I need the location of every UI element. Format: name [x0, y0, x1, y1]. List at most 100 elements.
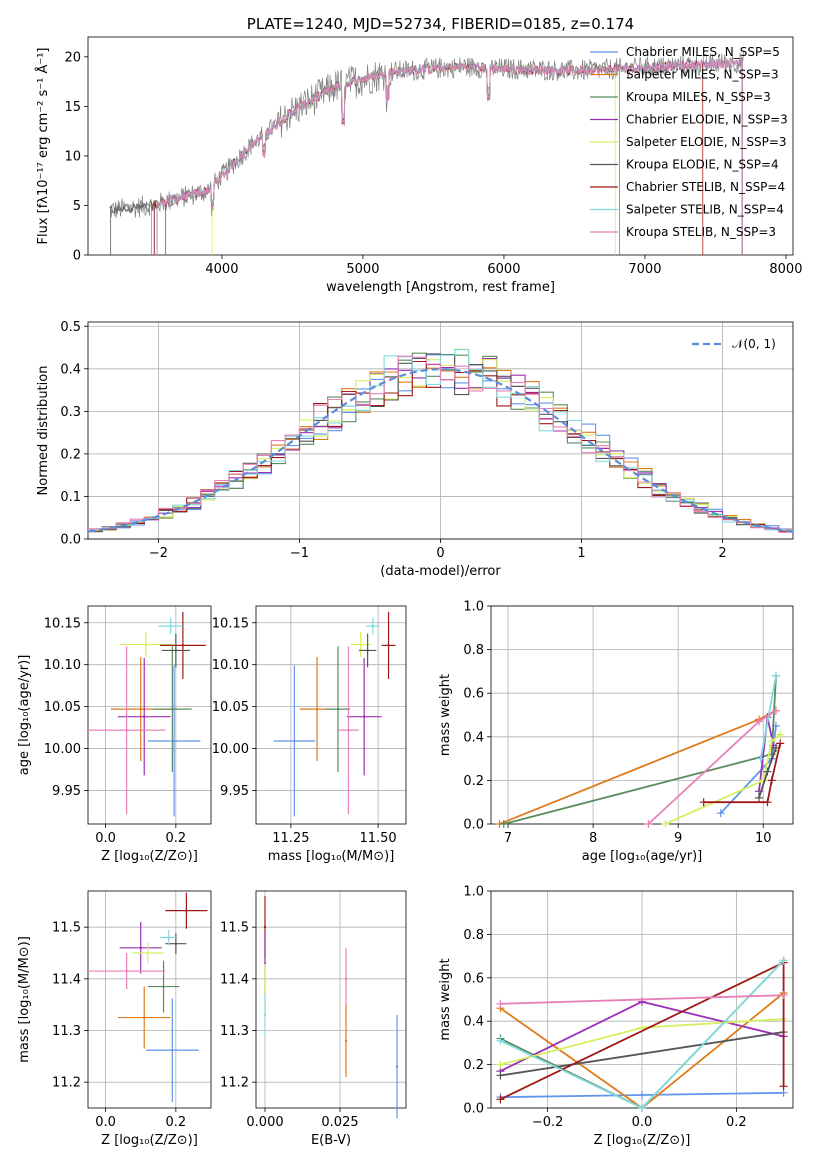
weight-marker [496, 1036, 505, 1045]
data-point [185, 909, 188, 912]
data-point [263, 987, 267, 991]
weight-marker [754, 793, 763, 802]
age_vs_mass-frame [255, 605, 407, 825]
weight-marker [496, 1060, 505, 1069]
residual-histograms [88, 348, 793, 533]
weight_vs_age-ylabel: mass weight [438, 674, 453, 756]
mass_vs_Z-ylabel: mass [log₁₀(M/M⊙)] [17, 936, 32, 1063]
weight-vs-metallicity-panel: −0.2 0.0 0.2 0.0 0.2 0.4 0.6 0.8 1.0 Z [log₁₀(Z/Z… [438, 885, 794, 1148]
spectrum-xtick-label: 5000 [346, 262, 379, 277]
weight-series-line [500, 994, 784, 1005]
age_vs_Z-ytick-label: 9.95 [52, 784, 81, 799]
spectrum-ytick-label: 20 [64, 50, 81, 65]
data-point [143, 715, 146, 718]
weight-marker [779, 991, 788, 1000]
spectrum-lines [109, 51, 745, 255]
spectrum-frame [87, 36, 794, 256]
data-point [171, 707, 174, 711]
spectrum-observed-line [109, 51, 745, 219]
data-point [125, 728, 128, 732]
weight-marker [499, 820, 508, 828]
spectrum-xtick-label: 7000 [628, 262, 661, 277]
legend-entry: Chabrier ELODIE, N_SSP=3 [626, 113, 788, 127]
weight_vs_age-xtick-label: 7 [504, 831, 512, 846]
age_vs_Z-ticks: 0.0 0.2 9.95 10.00 10.05 10.10 10.15 [44, 616, 186, 846]
weight_vs_Z-xlabel: Z [log₁₀(Z/Z⊙)] [594, 1133, 691, 1148]
age_vs_mass-xtick-label: 11.25 [272, 831, 309, 846]
mass_vs_Z-ytick-label: 11.3 [52, 1024, 81, 1039]
weight-vs-age-panel: 7 8 9 10 0.0 0.2 0.4 0.6 0.8 1.0 age [log₁₀(age/yr… [438, 600, 794, 864]
weight_vs_Z-ytick-label: 0.2 [463, 1058, 484, 1073]
data-point [344, 1039, 348, 1043]
age_vs_mass-points [273, 611, 396, 817]
legend-entry: Kroupa MILES, N_SSP=3 [626, 90, 771, 104]
residuals-xtick-label: 0 [436, 546, 444, 561]
weight-marker [767, 737, 776, 746]
weight_vs_Z-xtick-label: −0.2 [532, 1115, 564, 1130]
age-vs-metallicity-panel: 0.0 0.2 9.95 10.00 10.05 10.10 10.15 Z [log₁₀(Z… [17, 605, 212, 864]
weight-marker [699, 798, 708, 807]
legend-entry: Chabrier MILES, N_SSP=5 [626, 45, 780, 59]
weight-marker [776, 739, 785, 748]
spectrum-ylabel: Flux [fλ10⁻¹⁷ erg cm⁻² s⁻¹ Å⁻¹] [35, 48, 51, 245]
age_vs_Z-ylabel: age [log₁₀(age/yr)] [17, 655, 32, 776]
weight-marker [779, 956, 788, 965]
weight_vs_age-ytick-label: 0.8 [463, 643, 484, 658]
weight-marker [771, 671, 780, 680]
mass_vs_EBV-ticks: 0.000 0.025 11.2 11.3 11.4 11.5 [220, 921, 359, 1130]
weight-series-line [703, 743, 782, 804]
data-point [344, 977, 348, 981]
weight-marker [638, 1090, 646, 1099]
age_vs_mass-ytick-label: 10.00 [212, 742, 249, 757]
age_vs_Z-ytick-label: 10.10 [44, 658, 81, 673]
data-point [359, 643, 362, 646]
residual-legend: 𝒩(0, 1) [692, 337, 776, 351]
weight-series-line [500, 1031, 784, 1077]
mass_vs_Z-ticks: 0.0 0.2 11.2 11.3 11.4 11.5 [52, 921, 186, 1130]
age_vs_mass-ticks: 11.25 11.50 9.95 10.00 10.05 10.10 10.15 [212, 616, 397, 846]
weight_vs_Z-ytick-label: 0.4 [463, 1015, 484, 1030]
age_vs_Z-xtick-label: 0.0 [95, 831, 116, 846]
weight-marker [496, 1095, 505, 1104]
data-point [162, 985, 165, 988]
data-point [263, 925, 267, 929]
weight-marker [779, 1082, 788, 1091]
weight_vs_Z-ytick-label: 0.0 [463, 1102, 484, 1117]
mass_vs_Z-xtick-label: 0.2 [166, 1115, 187, 1130]
age_vs_mass-ytick-label: 10.15 [212, 616, 249, 631]
residuals-ytick-label: 0.3 [60, 405, 81, 420]
weight-marker [661, 820, 670, 828]
weight_vs_Z-ytick-label: 1.0 [463, 885, 484, 900]
mass_vs_Z-xtick-label: 0.0 [95, 1115, 116, 1130]
data-point [395, 1065, 399, 1068]
mass-vs-reddening-panel: 0.000 0.025 11.2 11.3 11.4 11.5 E(B-V) [220, 890, 407, 1148]
data-point [172, 739, 176, 743]
legend-entry: Salpeter ELODIE, N_SSP=3 [626, 135, 787, 149]
weight_vs_Z-lines [496, 956, 788, 1112]
weight-marker [756, 754, 765, 763]
data-point [293, 739, 296, 743]
age-vs-mass-panel: 11.25 11.50 9.95 10.00 10.05 10.10 10.15 mass [… [212, 605, 407, 864]
age_vs_mass-xtick-label: 11.50 [359, 831, 396, 846]
weight_vs_age-ytick-label: 0.6 [463, 687, 484, 702]
residual-histogram-line [88, 355, 793, 533]
legend-entry: Kroupa ELODIE, N_SSP=4 [626, 158, 779, 172]
weight-marker [767, 776, 776, 785]
weight_vs_age-xtick-label: 8 [589, 831, 597, 846]
weight-marker [496, 999, 505, 1008]
spectrum-ytick-label: 5 [73, 199, 81, 214]
weight_vs_age-xtick-label: 10 [755, 831, 772, 846]
mass_vs_EBV-ytick-label: 11.2 [220, 1076, 249, 1091]
data-point [139, 707, 142, 711]
residuals-ylabel: Normed distribution [36, 366, 51, 496]
age_vs_Z-xlabel: Z [log₁₀(Z/Z⊙)] [101, 849, 198, 864]
residuals-ytick-label: 0.0 [60, 533, 81, 548]
mass_vs_EBV-ytick-label: 11.4 [220, 972, 249, 987]
weight-marker [771, 706, 780, 715]
spectrum-panel: 4000 5000 6000 7000 8000 0 5 10 15 20 wavelength [… [35, 15, 802, 295]
residual-histogram-panel: −2 −1 0 1 2 0.0 0.1 0.2 0.3 0.4 0.5 (data-model)/er… [36, 320, 794, 579]
data-point [171, 1048, 174, 1052]
mass_vs_Z-points [88, 892, 208, 1102]
residuals-xtick-label: 2 [718, 546, 726, 561]
weight-marker [716, 809, 725, 818]
